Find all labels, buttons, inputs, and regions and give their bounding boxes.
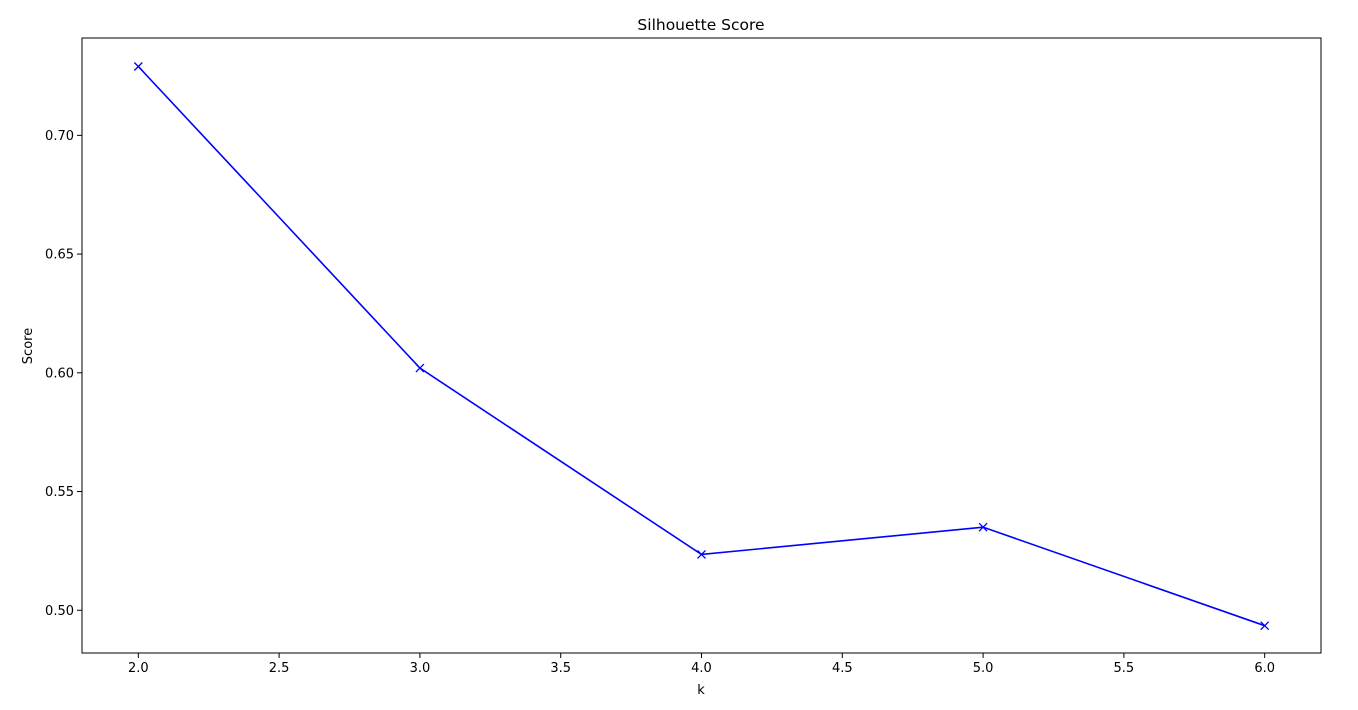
y-axis-label: Score [21, 328, 36, 364]
x-tick-label: 5.5 [1114, 661, 1135, 676]
x-tick-label: 2.5 [269, 661, 290, 676]
data-point-marker [1260, 621, 1270, 631]
y-tick-label: 0.60 [45, 366, 74, 381]
x-tick-label: 6.0 [1254, 661, 1275, 676]
x-tick-label: 2.0 [128, 661, 149, 676]
data-point-marker [133, 62, 143, 71]
x-tick-label: 4.0 [691, 661, 712, 676]
x-tick-label: 5.0 [973, 661, 994, 676]
plot-area: 2.0 2.5 3.0 3.5 4.0 4.5 5.0 5.5 6.0 0.50 0.55 0.60 0… [45, 37, 1322, 676]
x-tick-label: 3.0 [410, 661, 431, 676]
y-tick-label: 0.55 [45, 485, 74, 500]
x-axis-label: k [697, 683, 705, 698]
data-point-marker [415, 363, 425, 373]
series-line [137, 65, 1265, 627]
y-tick-label: 0.50 [45, 604, 74, 619]
x-tick-label: 4.5 [832, 661, 853, 676]
y-tick-label: 0.70 [45, 129, 74, 144]
x-tick-label: 3.5 [550, 661, 571, 676]
chart-title: Silhouette Score [637, 16, 764, 34]
data-point-marker [978, 522, 988, 532]
data-point-marker [697, 549, 706, 559]
y-tick-label: 0.65 [45, 248, 74, 263]
plot-frame [81, 37, 1322, 654]
